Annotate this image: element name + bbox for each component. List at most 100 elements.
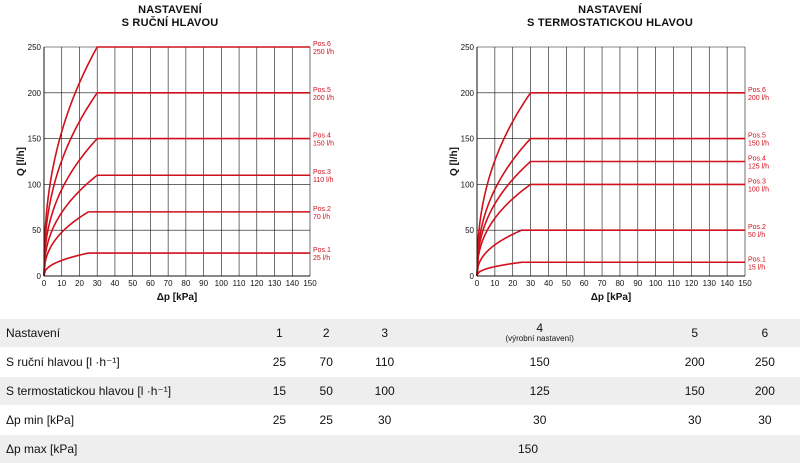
series-label-pos-3: Pos.3 — [748, 178, 766, 185]
series-flow-label-pos-4: 150 l/h — [313, 141, 334, 148]
x-axis-label: Δp [kPa] — [157, 292, 198, 303]
x-tick-label: 90 — [199, 279, 208, 288]
header-label: Nastavení — [0, 319, 256, 348]
series-label-pos-6: Pos.6 — [748, 87, 766, 94]
cell-manual-6: 250 — [730, 348, 800, 377]
x-tick-label: 40 — [110, 279, 119, 288]
table-row-thermostatic: S termostatickou hlavou [l ·h⁻¹] 15 50 1… — [0, 377, 800, 406]
table-row-dp-min: Δp min [kPa] 25 25 30 30 30 30 — [0, 406, 800, 435]
series-flow-label-pos-6: 250 l/h — [313, 49, 334, 56]
y-tick-label: 150 — [28, 135, 42, 144]
cell-dpmin-4: 30 — [420, 406, 660, 435]
x-tick-label: 20 — [508, 279, 517, 288]
series-label-pos-6: Pos.6 — [313, 41, 331, 48]
x-tick-label: 120 — [685, 279, 699, 288]
series-flow-label-pos-1: 25 l/h — [313, 255, 330, 262]
cell-thermo-3: 100 — [350, 377, 420, 406]
x-axis-label: Δp [kPa] — [591, 292, 632, 303]
series-flow-label-pos-3: 100 l/h — [748, 186, 769, 193]
x-tick-label: 140 — [720, 279, 734, 288]
y-axis-label: Q [l/h] — [16, 147, 27, 176]
curve-pos-1 — [44, 253, 310, 276]
series-label-pos-2: Pos.2 — [748, 224, 766, 231]
series-flow-label-pos-4: 125 l/h — [748, 164, 769, 171]
series-flow-label-pos-3: 110 l/h — [313, 177, 334, 184]
cell-manual-2: 70 — [303, 348, 350, 377]
series-flow-label-pos-1: 15 l/h — [748, 264, 765, 271]
x-tick-label: 140 — [286, 279, 300, 288]
x-tick-label: 0 — [42, 279, 47, 288]
table-header-row: Nastavení 1 2 3 4 (výrobní nastavení) 5 … — [0, 319, 800, 348]
y-tick-label: 200 — [461, 89, 475, 98]
curve-pos-4 — [44, 139, 310, 276]
series-label-pos-3: Pos.3 — [313, 169, 331, 176]
table-row-dp-max: Δp max [kPa] 150 — [0, 435, 800, 463]
y-tick-label: 50 — [32, 226, 41, 235]
header-col-6: 6 — [730, 319, 800, 348]
cell-manual-5: 200 — [660, 348, 730, 377]
x-tick-label: 10 — [490, 279, 499, 288]
x-tick-label: 100 — [215, 279, 229, 288]
cell-manual-4: 150 — [420, 348, 660, 377]
cell-thermo-6: 200 — [730, 377, 800, 406]
y-tick-label: 250 — [461, 43, 475, 52]
header-col-4-number: 4 — [536, 321, 543, 335]
series-label-pos-4: Pos.4 — [748, 156, 766, 163]
header-col-2: 2 — [303, 319, 350, 348]
series-flow-label-pos-2: 70 l/h — [313, 214, 330, 221]
x-tick-label: 90 — [633, 279, 642, 288]
x-tick-label: 150 — [303, 279, 317, 288]
x-tick-label: 130 — [268, 279, 282, 288]
table-row-manual: S ruční hlavou [l ·h⁻¹] 25 70 110 150 20… — [0, 348, 800, 377]
x-tick-label: 70 — [598, 279, 607, 288]
x-tick-label: 60 — [146, 279, 155, 288]
cell-thermo-1: 15 — [256, 377, 303, 406]
series-label-pos-5: Pos.5 — [748, 133, 766, 140]
x-tick-label: 30 — [526, 279, 535, 288]
y-tick-label: 0 — [470, 272, 475, 281]
series-label-pos-4: Pos.4 — [313, 133, 331, 140]
x-tick-label: 110 — [667, 279, 680, 288]
x-tick-label: 130 — [703, 279, 717, 288]
x-tick-label: 150 — [738, 279, 752, 288]
cell-dpmin-5: 30 — [660, 406, 730, 435]
x-tick-label: 0 — [475, 279, 480, 288]
curve-pos-2 — [477, 230, 745, 276]
curve-pos-1 — [477, 262, 745, 276]
y-tick-label: 250 — [28, 43, 42, 52]
row-label-thermostatic: S termostatickou hlavou [l ·h⁻¹] — [0, 377, 256, 406]
x-tick-label: 80 — [615, 279, 624, 288]
header-col-3: 3 — [350, 319, 420, 348]
x-tick-label: 100 — [649, 279, 663, 288]
settings-table: Nastavení 1 2 3 4 (výrobní nastavení) 5 … — [0, 318, 800, 463]
y-tick-label: 0 — [37, 272, 42, 281]
cell-dpmin-6: 30 — [730, 406, 800, 435]
y-tick-label: 150 — [461, 135, 475, 144]
x-tick-label: 10 — [57, 279, 66, 288]
curve-pos-2 — [44, 212, 310, 276]
y-tick-label: 100 — [461, 180, 475, 189]
header-col-1: 1 — [256, 319, 303, 348]
series-flow-label-pos-2: 50 l/h — [748, 232, 765, 239]
y-tick-label: 200 — [28, 89, 42, 98]
cell-manual-3: 110 — [350, 348, 420, 377]
x-tick-label: 40 — [544, 279, 553, 288]
cell-manual-1: 25 — [256, 348, 303, 377]
cell-dpmin-3: 30 — [350, 406, 420, 435]
row-label-dp-max: Δp max [kPa] — [0, 435, 256, 463]
header-col-4: 4 (výrobní nastavení) — [420, 319, 660, 348]
series-label-pos-2: Pos.2 — [313, 206, 331, 213]
cell-thermo-2: 50 — [303, 377, 350, 406]
x-tick-label: 70 — [164, 279, 173, 288]
x-tick-label: 20 — [75, 279, 84, 288]
x-tick-label: 80 — [181, 279, 190, 288]
x-tick-label: 120 — [250, 279, 264, 288]
cell-dpmax-merged: 150 — [256, 435, 800, 463]
x-tick-label: 50 — [562, 279, 571, 288]
curve-pos-3 — [44, 175, 310, 276]
y-tick-label: 100 — [28, 180, 42, 189]
series-label-pos-5: Pos.5 — [313, 87, 331, 94]
